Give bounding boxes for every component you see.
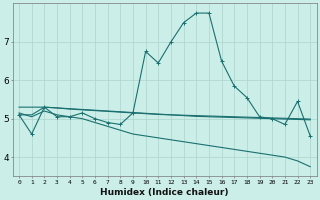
X-axis label: Humidex (Indice chaleur): Humidex (Indice chaleur) bbox=[100, 188, 229, 197]
